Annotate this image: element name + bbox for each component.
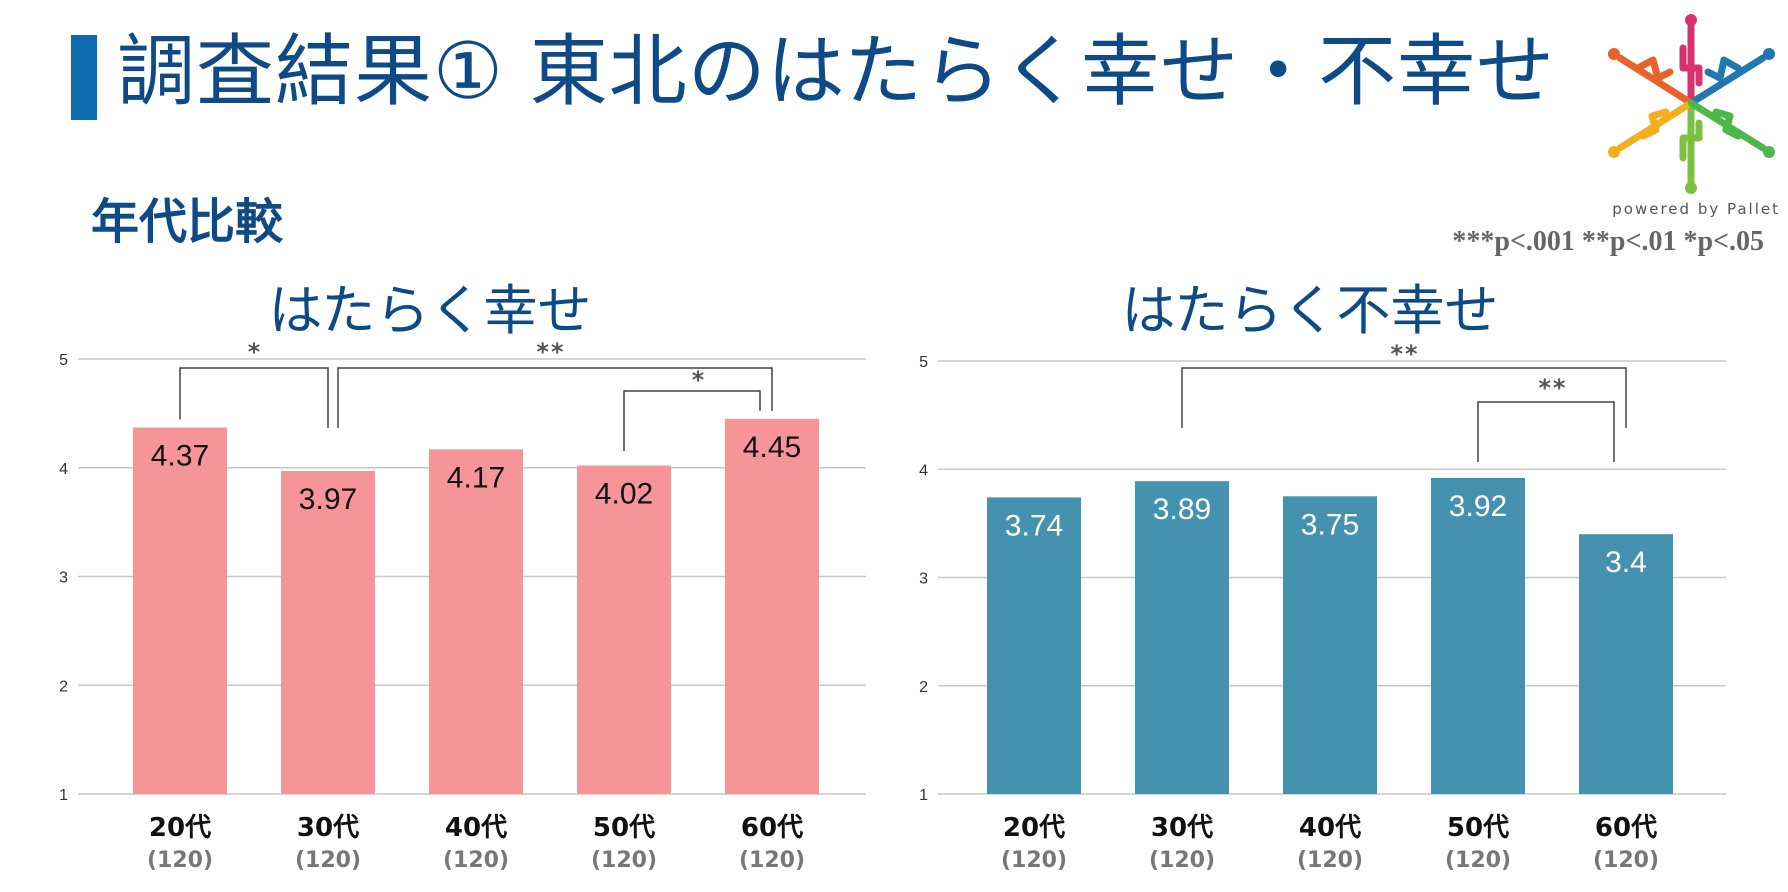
bar (1135, 481, 1229, 794)
x-tick-label: 20代 (1003, 813, 1065, 843)
x-tick-label: 40代 (445, 813, 507, 843)
bar (577, 465, 671, 794)
significance-bracket (1477, 401, 1615, 462)
y-tick-label: 4 (919, 462, 928, 479)
y-tick-label: 2 (919, 679, 928, 696)
sample-size-label: (120) (1149, 848, 1215, 873)
sample-size-label: (120) (739, 848, 805, 873)
sample-size-label: (120) (147, 848, 213, 873)
title-accent-bar (71, 35, 97, 120)
sample-size-label: (120) (1593, 848, 1659, 873)
sample-size-label: (120) (591, 848, 657, 873)
data-label: 4.17 (447, 461, 505, 494)
bar (429, 449, 523, 794)
x-tick-label: 50代 (593, 813, 655, 843)
bar (987, 497, 1081, 794)
data-label: 3.97 (299, 483, 357, 516)
significance-stars: ** (1538, 374, 1567, 402)
significance-stars: ** (1390, 340, 1419, 368)
sample-size-label: (120) (295, 848, 361, 873)
data-label: 3.92 (1449, 490, 1507, 523)
y-tick-label: 5 (919, 354, 928, 371)
y-tick-label: 4 (59, 461, 68, 478)
pallet-logo-icon (1608, 14, 1775, 194)
data-label: 3.74 (1005, 509, 1063, 542)
x-tick-label: 50代 (1447, 813, 1509, 843)
significance-legend: ***p<.001 **p<.01 *p<.05 (1452, 226, 1764, 257)
sample-size-label: (120) (443, 848, 509, 873)
y-tick-label: 1 (59, 787, 68, 804)
y-tick-label: 2 (59, 678, 68, 695)
data-label: 4.37 (151, 440, 209, 473)
data-label: 4.45 (743, 431, 801, 464)
sample-size-label: (120) (1297, 848, 1363, 873)
bar (133, 427, 227, 794)
data-label: 3.75 (1301, 508, 1359, 541)
y-tick-label: 1 (919, 787, 928, 804)
significance-bracket (179, 367, 329, 428)
chart-title-unhappiness: はたらく不幸せ (1121, 279, 1499, 342)
significance-bracket (337, 367, 773, 428)
logo-text: powered by Pallet (1612, 200, 1780, 218)
page-title: 調査結果① 東北のはたらく幸せ・不幸せ (117, 27, 1556, 117)
x-tick-label: 30代 (297, 813, 359, 843)
significance-stars: ** (536, 338, 565, 366)
y-tick-label: 5 (59, 352, 68, 369)
data-label: 3.4 (1605, 546, 1647, 579)
significance-bracket (1181, 367, 1627, 428)
bar (281, 471, 375, 794)
significance-stars: * (247, 338, 261, 366)
data-label: 3.89 (1153, 493, 1211, 526)
x-tick-label: 60代 (1595, 813, 1657, 843)
x-tick-label: 60代 (741, 813, 803, 843)
y-tick-label: 3 (919, 571, 928, 588)
x-tick-label: 20代 (149, 813, 211, 843)
bar (725, 418, 819, 794)
bar (1283, 496, 1377, 794)
bar (1579, 534, 1673, 794)
x-tick-label: 30代 (1151, 813, 1213, 843)
significance-bracket (623, 390, 761, 451)
section-title: 年代比較 (91, 194, 284, 250)
sample-size-label: (120) (1445, 848, 1511, 873)
x-tick-label: 40代 (1299, 813, 1361, 843)
chart-title-happiness: はたらく幸せ (268, 279, 592, 342)
sample-size-label: (120) (1001, 848, 1067, 873)
significance-stars: * (691, 366, 705, 394)
bar (1431, 477, 1525, 794)
y-tick-label: 3 (59, 570, 68, 587)
data-label: 4.02 (595, 478, 653, 511)
